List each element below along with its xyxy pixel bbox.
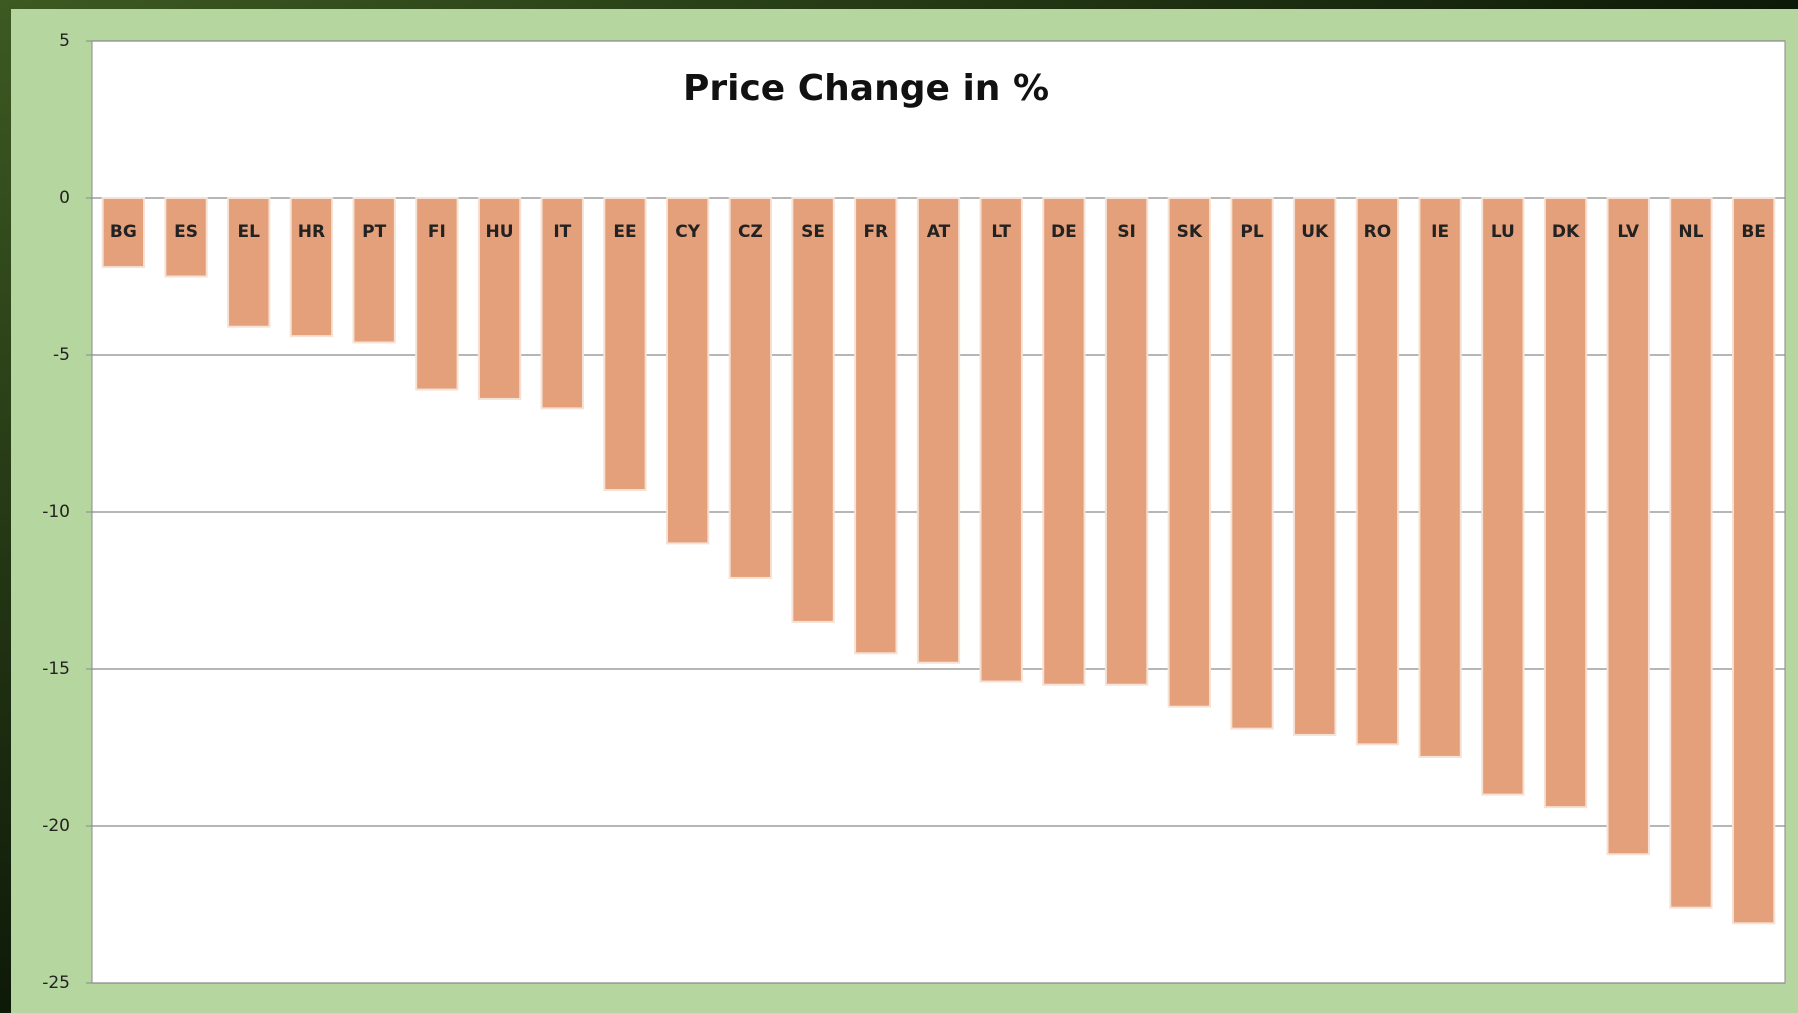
bar	[1418, 197, 1462, 758]
y-tick-label: -25	[42, 973, 70, 993]
x-tick-label: HR	[298, 222, 325, 242]
bar	[728, 197, 773, 579]
x-tick-label: DE	[1051, 222, 1077, 242]
x-tick-label: DK	[1552, 222, 1580, 242]
x-tick-label: LT	[991, 222, 1011, 242]
x-tick-label: FI	[428, 222, 446, 242]
y-tick-label: -15	[42, 659, 70, 679]
bar	[1481, 197, 1525, 796]
bar	[477, 197, 522, 400]
bar	[1355, 197, 1400, 746]
x-tick-label: PT	[362, 222, 386, 242]
x-tick-label: CY	[675, 222, 700, 242]
y-tick-label: -20	[42, 816, 70, 836]
bar	[540, 197, 584, 410]
bar	[227, 197, 271, 328]
x-tick-label: UK	[1301, 222, 1329, 242]
bar	[916, 197, 961, 664]
x-tick-label: LU	[1491, 222, 1515, 242]
bar	[1293, 197, 1337, 736]
x-tick-label: FR	[863, 222, 888, 242]
x-tick-label: LV	[1617, 222, 1639, 242]
x-tick-label: IT	[553, 222, 571, 242]
x-tick-label: SE	[801, 222, 825, 242]
bar	[665, 197, 710, 545]
bar	[1669, 197, 1713, 909]
x-tick-label: SI	[1117, 222, 1136, 242]
bar	[289, 197, 334, 338]
x-tick-label: EL	[238, 222, 261, 242]
x-tick-label: ES	[174, 222, 198, 242]
bar	[1543, 197, 1588, 809]
x-tick-label: PL	[1240, 222, 1263, 242]
y-tick-label: 0	[59, 188, 70, 208]
x-tick-label: BE	[1741, 222, 1766, 242]
bar	[101, 197, 146, 269]
x-tick-label: SK	[1177, 222, 1203, 242]
bar	[352, 197, 396, 344]
bar	[979, 197, 1023, 683]
x-tick-label: IE	[1431, 222, 1449, 242]
bar	[854, 197, 898, 655]
x-tick-label: NL	[1678, 222, 1703, 242]
bar	[1606, 197, 1650, 856]
bar	[1731, 197, 1776, 925]
bar	[791, 197, 835, 623]
bar	[164, 197, 208, 278]
x-tick-label: HU	[486, 222, 514, 242]
bar	[1104, 197, 1149, 686]
y-tick-label: -5	[53, 345, 70, 365]
x-tick-label: RO	[1364, 222, 1392, 242]
chart-title: Price Change in %	[683, 68, 1049, 109]
bar	[1042, 197, 1086, 686]
y-tick-label: 5	[59, 31, 70, 51]
x-tick-label: BG	[110, 222, 137, 242]
bar	[415, 197, 459, 391]
bar	[603, 197, 647, 492]
y-tick-label: -10	[42, 502, 70, 522]
bar	[1230, 197, 1274, 730]
bar	[1167, 197, 1212, 708]
x-tick-label: AT	[927, 222, 951, 242]
x-tick-label: CZ	[738, 222, 763, 242]
x-tick-label: EE	[613, 222, 636, 242]
